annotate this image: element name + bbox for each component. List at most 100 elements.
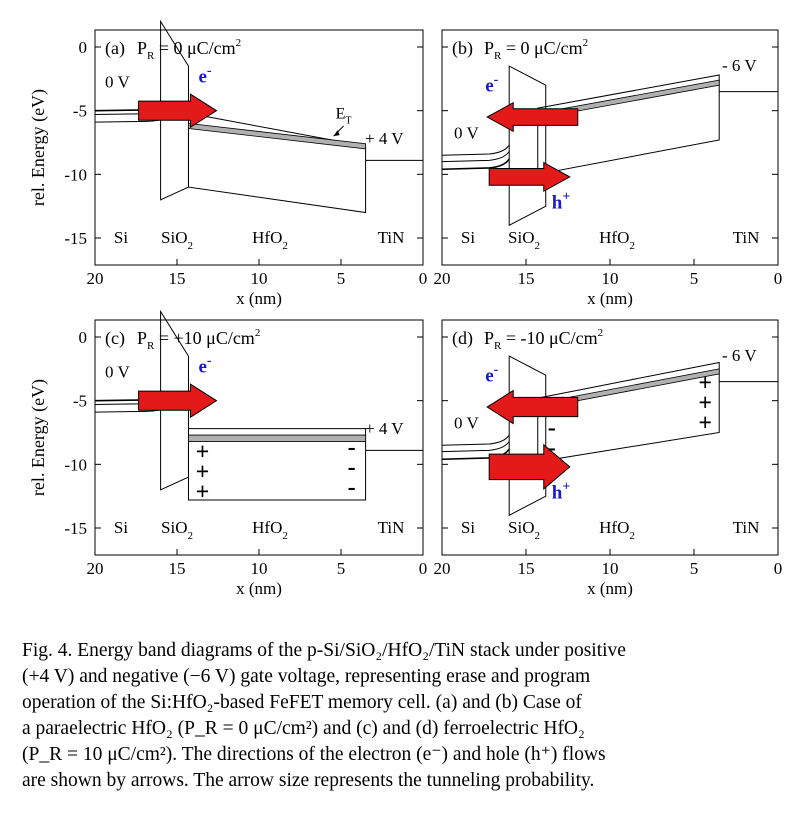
y-tick-label: -5 [73, 102, 87, 121]
y-tick-label: -10 [64, 455, 87, 474]
trap-band [188, 434, 367, 442]
x-tick-label: 0 [419, 559, 428, 578]
hfo2-layer [187, 112, 367, 214]
region-tin: TiN [378, 518, 405, 537]
x-axis-label: x (nm) [587, 289, 633, 308]
panel-a: 0 -5 -10 -15 20 15 10 5 0 x (nm) rel. Energy (eV) (… [28, 19, 428, 308]
hole-arrow [488, 443, 571, 490]
panel-label: (b) [452, 38, 473, 59]
region-tin: TiN [733, 228, 760, 247]
x-tick-label: 15 [518, 269, 535, 288]
sio2-barrier [508, 355, 547, 517]
x-tick-label: 15 [518, 559, 535, 578]
x-tick-label: 20 [87, 559, 104, 578]
x-tick-label: 5 [337, 269, 346, 288]
si-band [441, 441, 510, 453]
y-tick-label: 0 [79, 38, 88, 57]
x-tick-label: 15 [169, 559, 186, 578]
left-voltage: 0 V [454, 414, 479, 433]
region-hfo2: HfO2 [599, 518, 635, 542]
charge-right: + [698, 371, 712, 397]
x-tick-label: 10 [602, 269, 619, 288]
x-tick-label: 15 [169, 269, 186, 288]
x-axis-label: x (nm) [236, 289, 282, 308]
charge-right: - [348, 474, 356, 500]
hole-arrow [488, 161, 571, 193]
et-label: ET [336, 105, 352, 126]
electron-arrow [138, 383, 218, 419]
electron-arrow [486, 389, 579, 425]
region-hfo2: HfO2 [599, 228, 635, 252]
x-tick-label: 0 [774, 559, 783, 578]
charge-right: + [698, 391, 712, 417]
electron-arrow [486, 101, 579, 133]
si-band [441, 144, 510, 156]
trap-band [188, 122, 367, 150]
caption-line-5: (P_R = 10 μC/cm²). The directions of the… [22, 744, 606, 765]
y-tick-label: -15 [64, 519, 87, 538]
region-si: Si [461, 518, 475, 537]
polarization-label: PR = -10 μC/cm2 [484, 327, 603, 352]
si-band [441, 158, 510, 171]
region-si: Si [114, 518, 128, 537]
panel-label: (a) [105, 38, 125, 59]
electron-label: e- [198, 64, 211, 88]
x-tick-label: 5 [690, 269, 699, 288]
region-sio2: SiO2 [161, 518, 193, 542]
x-tick-label: 20 [434, 269, 451, 288]
x-tick-label: 5 [690, 559, 699, 578]
charge-left: + [196, 459, 210, 485]
y-axis-label: rel. Energy (eV) [28, 89, 49, 206]
region-si: Si [114, 228, 128, 247]
x-tick-label: 20 [87, 269, 104, 288]
y-tick-label: -5 [73, 392, 87, 411]
y-axis-label: rel. Energy (eV) [28, 379, 49, 496]
left-voltage: 0 V [105, 363, 130, 382]
region-hfo2: HfO2 [252, 228, 288, 252]
region-sio2: SiO2 [508, 228, 540, 252]
x-axis-label: x (nm) [587, 579, 633, 598]
charge-right: + [698, 411, 712, 437]
left-voltage: 0 V [105, 73, 130, 92]
y-tick-label: 0 [79, 328, 88, 347]
x-tick-label: 20 [434, 559, 451, 578]
hfo2-layer [537, 74, 720, 175]
charge-right: - [348, 454, 356, 480]
caption-line-6: are shown by arrows. The arrow size repr… [22, 770, 595, 791]
hfo2-layer [537, 361, 720, 463]
panel-label: (d) [452, 328, 473, 349]
hole-label: h+ [552, 190, 571, 214]
hole-label: h+ [552, 480, 571, 504]
figure-caption: Fig. 4. Energy band diagrams of the p-Si… [22, 638, 790, 794]
charge-left: + [196, 479, 210, 505]
panel-b: 20 15 10 5 0 x (nm) (b) PR = 0 μC/cm2 Si SiO2 HfO2… [434, 29, 783, 308]
caption-line-4: a paraelectric HfO₂ (P_R = 0 μC/cm²) and… [22, 718, 585, 739]
panel-label: (c) [105, 328, 125, 349]
charge-right: - [348, 434, 356, 460]
right-voltage: - 6 V [722, 56, 757, 75]
x-tick-label: 10 [251, 559, 268, 578]
electron-label: e- [485, 363, 498, 387]
polarization-label: PR = 0 μC/cm2 [484, 37, 588, 62]
charge-left: + [196, 439, 210, 465]
panel-c: 0 -5 -10 -15 20 15 10 5 0 x (nm) rel. Energy (eV) (… [28, 309, 428, 598]
x-axis-label: x (nm) [236, 579, 282, 598]
right-voltage: + 4 V [365, 419, 404, 438]
caption-line-3: operation of the Si:HfO₂-based FeFET mem… [22, 692, 582, 713]
x-tick-label: 0 [774, 269, 783, 288]
region-sio2: SiO2 [161, 228, 193, 252]
et-arrowhead [333, 130, 340, 137]
x-tick-label: 0 [419, 269, 428, 288]
right-voltage: - 6 V [722, 346, 757, 365]
si-band [441, 434, 510, 446]
caption-line-1: Fig. 4. Energy band diagrams of the p-Si… [22, 640, 626, 661]
x-tick-label: 10 [602, 559, 619, 578]
charge-left: - [548, 415, 556, 441]
sio2-barrier [508, 65, 547, 227]
region-tin: TiN [378, 228, 405, 247]
left-voltage: 0 V [454, 124, 479, 143]
charge-left: - [548, 435, 556, 461]
caption-line-2: (+4 V) and negative (−6 V) gate voltage,… [22, 666, 591, 687]
right-voltage: + 4 V [365, 129, 404, 148]
polarization-label: PR = 0 μC/cm2 [137, 37, 241, 62]
